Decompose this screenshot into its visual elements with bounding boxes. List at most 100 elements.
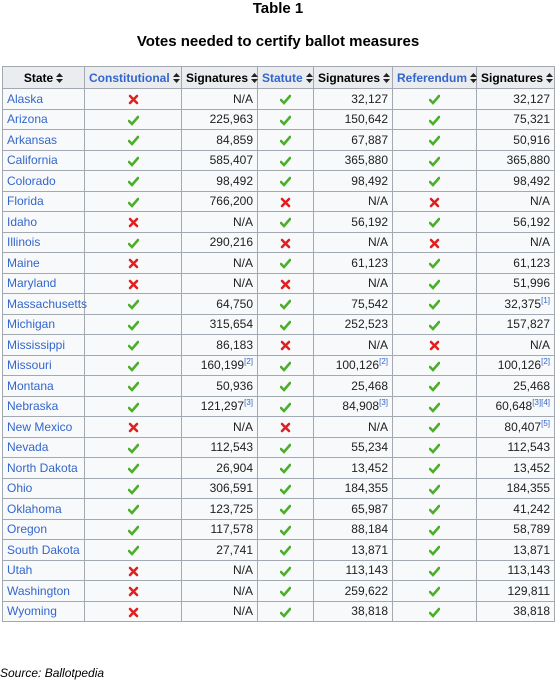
state-link[interactable]: Maine [7,255,40,270]
state-link[interactable]: Florida [7,194,44,209]
state-link[interactable]: Idaho [7,214,38,229]
signature-value: 84,908 [342,399,380,414]
state-link[interactable]: Mississippi [7,337,66,352]
yes-icon [428,279,441,290]
state-link[interactable]: Colorado [7,173,56,188]
signature-cell: N/A [313,231,393,253]
icon-cell [257,559,314,581]
state-link[interactable]: Nebraska [7,399,59,414]
icon-cell [392,129,477,151]
column-header[interactable]: Constitutional [84,66,182,89]
icon-cell [257,190,314,212]
sort-icon[interactable] [56,73,64,84]
icon-cell [257,231,314,253]
column-header[interactable]: State [2,66,85,89]
state-link[interactable]: Michigan [7,317,56,332]
icon-cell [84,354,182,376]
state-cell: Illinois [2,231,85,253]
footnote-ref[interactable]: [3] [244,398,253,408]
table-row: Maryland N/A N/A 51,996 [2,272,555,294]
yes-icon [127,463,139,474]
no-icon [280,422,291,433]
state-link[interactable]: Alaska [7,91,44,106]
state-link[interactable]: Montana [7,378,54,393]
signature-cell: 51,996 [476,272,555,294]
table-row: South Dakota 27,741 13,871 13,871 [2,539,555,561]
state-cell: Florida [2,190,85,212]
yes-icon [279,525,292,536]
icon-cell [392,375,477,397]
yes-icon [279,566,292,577]
icon-cell [84,518,182,540]
sort-icon[interactable] [383,73,391,84]
column-header[interactable]: Statute [257,66,314,89]
signature-cell: 80,407[5] [476,416,555,438]
column-header[interactable]: Referendum [392,66,478,89]
footnote-ref[interactable]: [5] [541,418,550,428]
state-link[interactable]: Nevada [7,440,49,455]
sort-icon[interactable] [172,73,180,84]
footnote-ref[interactable]: [3] [379,398,388,408]
footnote-ref[interactable]: [3][4] [532,398,550,408]
yes-icon [428,115,441,126]
state-cell: Wyoming [2,600,85,622]
signature-cell: 129,811 [476,580,555,602]
signature-cell: N/A [181,252,258,274]
sort-icon[interactable] [305,73,313,84]
signature-cell: 67,887 [313,129,393,151]
no-icon [128,258,138,269]
no-icon [128,586,138,597]
signature-cell: 585,407 [181,149,258,171]
header-text: Constitutional [89,70,170,85]
column-header[interactable]: Signatures [476,66,555,89]
state-link[interactable]: South Dakota [7,542,80,557]
state-link[interactable]: Oklahoma [7,501,62,516]
state-link[interactable]: Maryland [7,276,57,291]
yes-icon [279,586,292,597]
signature-cell: 55,234 [313,436,393,458]
sort-icon[interactable] [470,73,478,84]
state-link[interactable]: North Dakota [7,460,78,475]
icon-cell [84,559,182,581]
state-cell: Ohio [2,477,85,499]
state-link[interactable]: Ohio [7,481,33,496]
signature-cell: N/A [181,416,258,438]
state-link[interactable]: Oregon [7,522,48,537]
state-link[interactable]: Washington [7,583,70,598]
state-link[interactable]: Massachusetts [7,296,88,311]
sort-icon[interactable] [251,73,259,84]
icon-cell [84,88,182,110]
yes-icon [428,504,441,515]
state-link[interactable]: New Mexico [7,419,73,434]
state-link[interactable]: Arizona [7,112,48,127]
icon-cell [257,252,314,274]
signature-cell: 112,543 [476,436,555,458]
signature-cell: 13,452 [476,457,555,479]
state-link[interactable]: Missouri [7,358,52,373]
icon-cell [257,498,314,520]
state-link[interactable]: California [7,153,58,168]
yes-icon [279,217,292,228]
state-link[interactable]: Arkansas [7,132,58,147]
column-header[interactable]: Signatures [313,66,393,89]
header-text: State [23,70,54,85]
icon-cell [392,416,477,438]
state-cell: Mississippi [2,334,85,356]
footnote-ref[interactable]: [1] [541,295,550,305]
icon-cell [257,539,314,561]
signature-cell: 13,871 [313,539,393,561]
state-link[interactable]: Wyoming [7,604,57,619]
state-link[interactable]: Illinois [7,235,41,250]
sort-icon[interactable] [546,73,554,84]
yes-icon [428,135,441,146]
yes-icon [428,176,441,187]
state-link[interactable]: Utah [7,563,33,578]
footnote-ref[interactable]: [2] [379,357,388,367]
footnote-ref[interactable]: [2] [541,357,550,367]
signature-value: 80,407 [504,419,542,434]
footnote-ref[interactable]: [2] [244,357,253,367]
column-header[interactable]: Signatures [181,66,259,89]
state-cell: North Dakota [2,457,85,479]
header-text: Referendum [397,70,468,85]
